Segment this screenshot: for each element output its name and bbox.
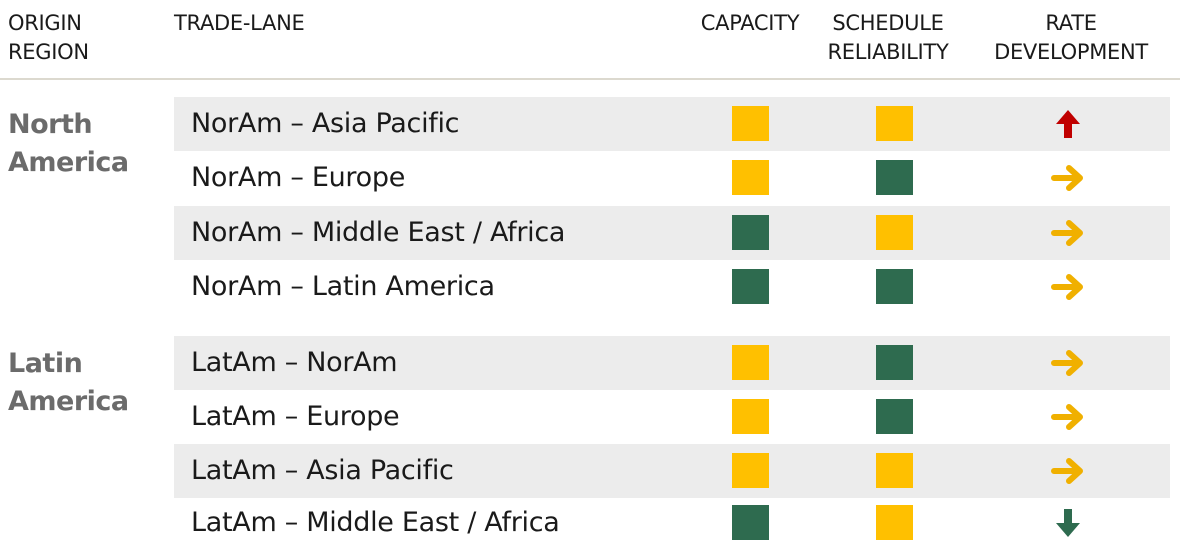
rate-right-arrow-icon (1050, 269, 1086, 305)
table-row: LatAm – Europe (174, 390, 1170, 444)
column-header-trade-lane: TRADE-LANE (174, 11, 305, 35)
trade-lane-name: NorAm – Middle East / Africa (191, 217, 566, 248)
table-row: LatAm – Middle East / Africa (174, 496, 1170, 550)
trade-lane-name: NorAm – Asia Pacific (191, 108, 460, 139)
rate-right-arrow-icon (1050, 453, 1086, 489)
capacity-indicator (732, 505, 769, 540)
rate-up-arrow-icon (1050, 106, 1086, 142)
table-row: NorAm – Europe (174, 151, 1170, 205)
column-header-capacity: CAPACITY (700, 11, 800, 35)
schedule-reliability-indicator (876, 453, 913, 488)
column-header-origin-region: ORIGIN REGION (8, 11, 89, 64)
table-row: NorAm – Latin America (174, 260, 1170, 314)
capacity-indicator (732, 106, 769, 141)
rate-right-arrow-icon (1050, 345, 1086, 381)
table-row: LatAm – Asia Pacific (174, 444, 1170, 498)
capacity-indicator (732, 160, 769, 195)
trade-lane-name: LatAm – Middle East / Africa (191, 507, 560, 538)
capacity-indicator (732, 269, 769, 304)
trade-lane-name: NorAm – Europe (191, 162, 406, 193)
capacity-indicator (732, 215, 769, 250)
trade-lane-name: LatAm – Asia Pacific (191, 455, 454, 486)
table-row: NorAm – Middle East / Africa (174, 206, 1170, 260)
schedule-reliability-indicator (876, 399, 913, 434)
trade-lane-name: LatAm – Europe (191, 401, 400, 432)
region-label-north-america: North America (8, 109, 129, 178)
capacity-indicator (732, 399, 769, 434)
capacity-indicator (732, 453, 769, 488)
schedule-reliability-indicator (876, 106, 913, 141)
trade-lane-name: NorAm – Latin America (191, 271, 495, 302)
schedule-reliability-indicator (876, 160, 913, 195)
table-row: LatAm – NorAm (174, 336, 1170, 390)
rate-right-arrow-icon (1050, 399, 1086, 435)
table-row: NorAm – Asia Pacific (174, 97, 1170, 151)
column-header-schedule-reliability: SCHEDULE RELIABILITY (827, 11, 949, 64)
rate-right-arrow-icon (1050, 215, 1086, 251)
column-header-rate-development: RATE DEVELOPMENT (994, 11, 1148, 64)
trade-lane-name: LatAm – NorAm (191, 347, 398, 378)
schedule-reliability-indicator (876, 269, 913, 304)
schedule-reliability-indicator (876, 505, 913, 540)
region-label-latin-america: Latin America (8, 348, 129, 417)
rate-down-arrow-icon (1050, 505, 1086, 541)
capacity-indicator (732, 345, 769, 380)
rate-right-arrow-icon (1050, 160, 1086, 196)
header-divider (0, 78, 1180, 80)
schedule-reliability-indicator (876, 345, 913, 380)
schedule-reliability-indicator (876, 215, 913, 250)
